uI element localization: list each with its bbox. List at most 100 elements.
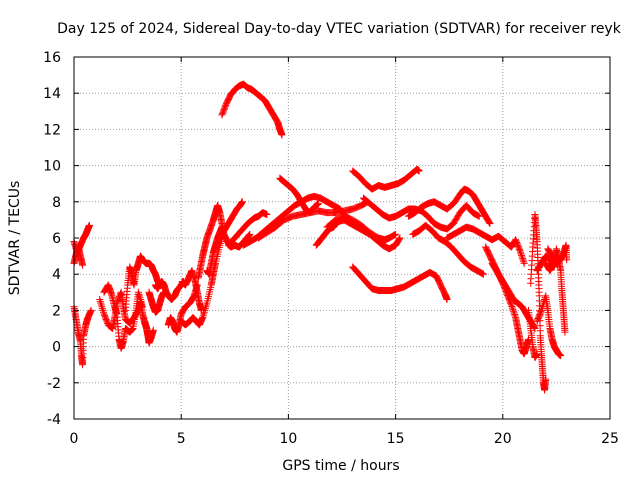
data-point	[549, 261, 557, 269]
data-point	[199, 314, 207, 322]
data-point	[149, 326, 157, 334]
x-tick-label: 25	[601, 431, 619, 447]
data-point	[202, 303, 210, 311]
data-point	[136, 296, 144, 304]
data-point	[520, 258, 528, 266]
data-point	[395, 236, 403, 244]
data-point	[98, 303, 106, 311]
data-point	[561, 328, 569, 336]
y-tick-label: 10	[43, 159, 61, 175]
data-point	[97, 301, 105, 309]
data-point	[135, 292, 143, 300]
data-point	[85, 221, 93, 229]
series-arc-31	[525, 306, 541, 361]
chart-title: Day 125 of 2024, Sidereal Day-to-day VTE…	[57, 21, 622, 37]
data-point	[511, 310, 519, 318]
y-tick-label: 2	[52, 303, 61, 319]
data-point	[530, 324, 538, 332]
data-point	[510, 309, 518, 317]
series-arc-25	[404, 185, 494, 228]
data-point	[550, 262, 558, 270]
y-axis-label: SDTVAR / TECUs	[7, 181, 23, 296]
data-point	[557, 352, 565, 360]
data-point	[519, 256, 527, 264]
data-point	[508, 304, 516, 312]
data-point	[201, 306, 209, 314]
data-point	[485, 219, 493, 227]
data-point	[137, 297, 145, 305]
y-tick-label: 4	[52, 267, 61, 283]
data-point	[520, 259, 528, 267]
data-point	[485, 218, 493, 226]
data-point	[201, 305, 209, 313]
data-point	[475, 212, 483, 220]
series-arc-26	[409, 221, 488, 278]
x-tick-label: 0	[70, 431, 79, 447]
series-arc-19	[276, 174, 322, 217]
y-tick-label: 16	[43, 50, 61, 66]
axis-ticks: 0 5 10 15 20 25 -4 -2 0 2 4 6 8 10 12 14 16	[43, 50, 619, 447]
data-point	[314, 200, 322, 208]
data-point	[508, 303, 516, 311]
grid-lines	[74, 57, 610, 419]
data-point	[134, 288, 142, 296]
data-point	[278, 131, 286, 139]
data-point	[537, 306, 545, 314]
data-point	[537, 308, 545, 316]
data-point	[98, 305, 106, 313]
series-arc-27	[443, 223, 528, 267]
series-arc-35	[533, 252, 558, 275]
series-arc-07	[141, 317, 157, 347]
data-point	[511, 312, 519, 320]
data-point	[507, 300, 515, 308]
y-tick-label: -2	[47, 376, 61, 392]
data-point	[507, 301, 515, 309]
series-arc-18	[254, 198, 372, 242]
data-point	[245, 231, 253, 239]
data-point	[96, 297, 104, 305]
series-arc-14	[203, 223, 226, 278]
data-point	[263, 210, 271, 218]
data-point	[518, 253, 526, 261]
data-point	[138, 301, 146, 309]
y-tick-label: 14	[43, 86, 61, 102]
x-axis-label: GPS time / hours	[282, 458, 399, 474]
series-arc-05	[100, 281, 147, 352]
series-arc-10	[164, 281, 201, 336]
data-point	[97, 299, 105, 307]
data-point	[245, 232, 253, 240]
series-arc-22	[349, 165, 423, 193]
series-arc-24	[349, 263, 451, 304]
series-arc-15	[218, 80, 286, 139]
data-point	[139, 303, 147, 311]
data-point	[218, 223, 226, 231]
x-tick-label: 10	[279, 431, 297, 447]
data-point	[516, 248, 524, 256]
data-point	[135, 290, 143, 298]
x-tick-label: 20	[494, 431, 512, 447]
data-point	[200, 308, 208, 316]
data-point	[563, 256, 571, 264]
data-point	[518, 251, 526, 259]
data-point	[138, 299, 146, 307]
data-point	[516, 247, 524, 255]
series-arc-02	[70, 303, 95, 369]
series-arc-06	[121, 252, 162, 314]
data-point	[202, 301, 210, 309]
y-tick-label: 0	[52, 340, 61, 356]
y-tick-label: 6	[52, 231, 61, 247]
data-point	[550, 263, 558, 271]
data-point	[396, 234, 404, 242]
data-point	[136, 294, 144, 302]
data-point	[443, 296, 451, 304]
series-arc-13	[194, 201, 254, 282]
series-arc-30	[527, 210, 550, 394]
data-point	[99, 308, 107, 316]
series-arc-21	[323, 212, 400, 244]
data-point	[510, 307, 518, 315]
data-point	[392, 230, 400, 238]
data-point	[199, 312, 207, 320]
data-point	[542, 375, 550, 383]
data-point	[486, 220, 494, 228]
